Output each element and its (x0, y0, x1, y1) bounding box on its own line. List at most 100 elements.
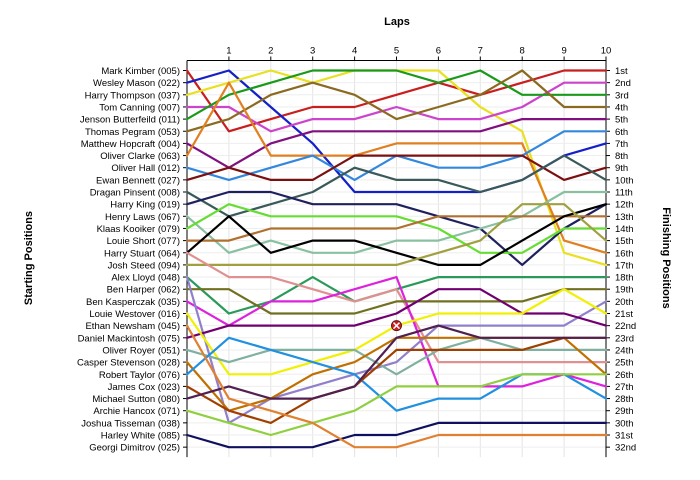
series-line-13 (185, 190, 608, 254)
series-line-28 (185, 336, 608, 424)
series-line-30 (185, 373, 608, 437)
finishing-position-label: 14th (615, 224, 634, 235)
finishing-position-label: 10th (615, 175, 634, 186)
finishing-position-label: 16th (615, 248, 634, 259)
starting-position-label: Jenson Butterfeild (011) (80, 115, 180, 126)
finishing-position-label: 26th (615, 370, 634, 381)
starting-position-label: Joshua Tisseman (038) (81, 418, 180, 429)
finishing-position-label: 25th (615, 358, 634, 369)
starting-position-label: Oliver Clarke (063) (100, 151, 180, 162)
series-line-8 (185, 81, 608, 254)
finishing-position-label: 21st (615, 309, 633, 320)
finishing-position-label: 15th (615, 236, 634, 247)
starting-position-label: Alex Lloyd (048) (111, 273, 180, 284)
starting-position-label: Wesley Mason (022) (93, 78, 180, 89)
finishing-position-labels: 1st2nd3rd4th5th6th7th8th9th10th11th12th1… (615, 66, 636, 454)
starting-position-label: Ben Harper (062) (107, 285, 180, 296)
series-layer (185, 69, 608, 449)
finishing-position-label: 4th (615, 102, 628, 113)
starting-position-label: Mark Kimber (005) (101, 66, 180, 77)
chart-title: Laps (384, 16, 410, 28)
lap-tick-label: 5 (394, 46, 399, 57)
starting-position-label: Robert Taylor (076) (99, 370, 180, 381)
starting-position-label: Klaas Kooiker (079) (97, 224, 180, 235)
series-line-11 (185, 154, 608, 218)
lap-tick-label: 7 (478, 46, 483, 57)
series-line-20 (185, 276, 608, 388)
lap-tick-label: 4 (352, 46, 357, 57)
starting-position-label: Louie Short (077) (107, 236, 180, 247)
series-line-12 (185, 190, 608, 266)
starting-position-label: Archie Hancox (071) (93, 406, 180, 417)
starting-position-labels: Mark Kimber (005)Wesley Mason (022)Harry… (77, 66, 180, 454)
finishing-position-label: 23rd (615, 333, 634, 344)
starting-position-label: Harry King (019) (110, 200, 180, 211)
series-line-17 (185, 203, 608, 266)
finishing-position-label: 29th (615, 406, 634, 417)
lap-tick-label: 8 (520, 46, 525, 57)
lap-tick-labels: 1 2 3 4 5 6 7 8 9 10 (226, 46, 611, 57)
lap-tick-label: 6 (436, 46, 441, 57)
starting-position-label: James Cox (023) (108, 382, 180, 393)
finishing-position-label: 6th (615, 127, 628, 138)
starting-position-label: Michael Sutton (080) (92, 394, 180, 405)
series-line-23 (185, 288, 608, 339)
annotation-layer (391, 320, 402, 332)
crash-marker-cross (392, 322, 401, 330)
starting-position-label: Matthew Hopcraft (004) (81, 139, 180, 150)
starting-position-label: Louie Westover (016) (89, 309, 180, 320)
finishing-position-label: 24th (615, 345, 634, 356)
finishing-position-label: 22nd (615, 321, 636, 332)
starting-position-label: Ewan Bennett (027) (96, 175, 180, 186)
starting-position-label: Georgi Dimitrov (025) (89, 443, 180, 454)
finishing-position-label: 20th (615, 297, 634, 308)
finishing-position-label: 12th (615, 200, 634, 211)
starting-position-label: Harley White (085) (101, 431, 180, 442)
finishing-position-label: 27th (615, 382, 634, 393)
series-line-25 (185, 336, 608, 376)
starting-position-label: Harry Stuart (064) (104, 248, 180, 259)
starting-position-label: Ethan Newsham (045) (85, 321, 180, 332)
finishing-position-label: 3rd (615, 90, 629, 101)
lap-tick-label: 3 (310, 46, 315, 57)
starting-position-label: Oliver Royer (051) (102, 345, 180, 356)
finishing-position-label: 11th (615, 188, 633, 199)
finishing-position-label: 30th (615, 418, 634, 429)
starting-position-label: Casper Stevenson (028) (77, 358, 180, 369)
series-line-31 (185, 421, 608, 449)
series-line-14 (185, 203, 608, 254)
finishing-position-label: 19th (615, 285, 634, 296)
starting-position-label: Josh Steed (094) (108, 260, 180, 271)
series-line-21 (185, 288, 608, 315)
finishing-position-label: 7th (615, 139, 628, 150)
series-line-5 (185, 69, 608, 121)
finishing-position-label: 32nd (615, 443, 636, 454)
crash-marker-icon (391, 320, 402, 332)
series-line-29 (185, 324, 608, 400)
finishing-position-label: 18th (615, 273, 634, 284)
finishing-position-label: 8th (615, 151, 628, 162)
finishing-position-label: 17th (615, 260, 634, 271)
series-line-6 (185, 69, 608, 133)
series-line-7 (185, 117, 608, 169)
finishing-position-label: 28th (615, 394, 634, 405)
series-line-15 (185, 215, 608, 242)
series-line-4 (185, 81, 608, 133)
finishing-position-label: 5th (615, 115, 628, 126)
finishing-position-label: 9th (615, 163, 628, 174)
starting-position-label: Daniel Mackintosh (075) (78, 333, 180, 344)
starting-position-label: Tom Canning (007) (99, 102, 180, 113)
lap-tick-label: 2 (268, 46, 273, 57)
starting-position-label: Ben Kasperczak (035) (86, 297, 180, 308)
right-axis-title: Finishing Positions (660, 207, 672, 308)
series-line-19 (185, 251, 608, 364)
starting-position-label: Harry Thompson (037) (85, 90, 180, 101)
finishing-position-label: 2nd (615, 78, 631, 89)
left-axis-title: Starting Positions (23, 211, 35, 305)
finishing-position-label: 13th (615, 212, 634, 223)
starting-position-label: Oliver Hall (012) (111, 163, 180, 174)
series-line-10 (185, 154, 608, 181)
lap-tick-label: 10 (601, 46, 612, 57)
starting-position-label: Henry Laws (067) (105, 212, 180, 223)
